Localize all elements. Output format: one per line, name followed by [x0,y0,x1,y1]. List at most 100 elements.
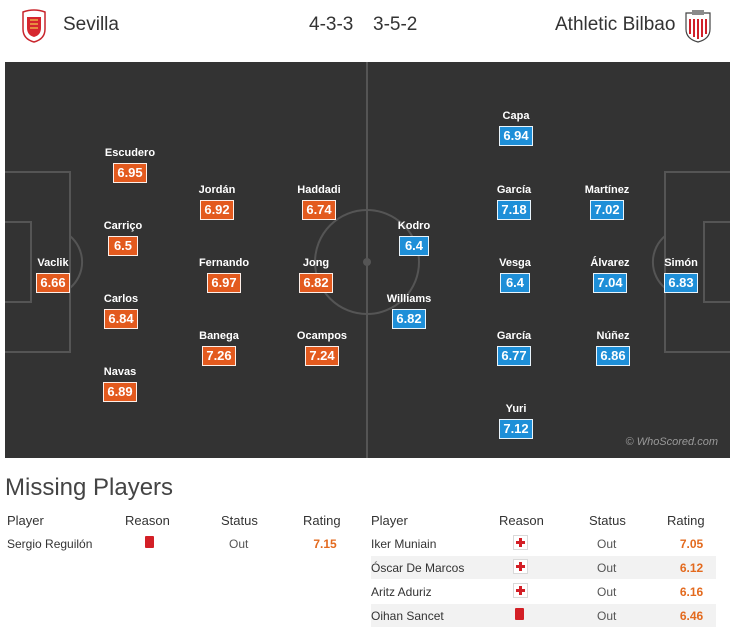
column-header-rating: Rating [667,512,705,528]
player-rating: 6.4 [500,273,530,293]
away-formation: 3-5-2 [373,14,418,35]
status: Out [221,532,303,556]
away-player[interactable]: García 7.18 [479,184,549,220]
player-name: Williams [386,293,432,305]
player-name[interactable]: Sergio Reguilón [7,532,125,556]
home-player[interactable]: Navas 6.89 [85,366,155,402]
table-row: Iker Muniain Out 7.05 [371,532,716,556]
player-name[interactable]: Aritz Aduriz [371,579,499,604]
column-header-status: Status [221,512,258,528]
home-formation: 4-3-3 [309,14,354,35]
table-row: Oihan Sancet Out 6.46 [371,603,716,628]
status: Out [589,579,667,604]
player-rating: 7.18 [497,200,531,220]
player-rating: 6.5 [108,236,138,256]
injury-icon [513,558,528,574]
table-row: Sergio Reguilón Out 7.15 [7,532,347,556]
column-header-player: Player [371,512,408,528]
red-card-icon [515,608,524,620]
away-player[interactable]: Kodro 6.4 [379,220,449,256]
player-name: García [496,184,532,196]
status: Out [589,532,667,556]
rating: 6.16 [667,579,716,604]
player-rating: 6.82 [299,273,333,293]
home-player[interactable]: Escudero 6.95 [95,147,165,183]
pitch-markings [5,62,730,458]
player-rating: 6.92 [200,200,234,220]
player-name: Núñez [596,330,630,342]
away-player[interactable]: Simón 6.83 [646,257,716,293]
player-name: Yuri [505,403,527,415]
player-rating: 6.94 [499,126,533,146]
player-rating: 7.02 [590,200,624,220]
player-name: García [496,330,532,342]
status: Out [589,555,667,580]
home-player[interactable]: Jordán 6.92 [182,184,252,220]
watermark: © WhoScored.com [625,436,718,448]
player-name[interactable]: Oihan Sancet [371,603,499,628]
status: Out [589,603,667,628]
player-rating: 6.83 [664,273,698,293]
column-header-status: Status [589,512,626,528]
player-name: Navas [103,366,137,378]
away-team-name[interactable]: Athletic Bilbao [555,14,676,35]
away-player[interactable]: Martínez 7.02 [572,184,642,220]
away-player[interactable]: Yuri 7.12 [481,403,551,439]
player-rating: 6.82 [392,309,426,329]
player-name: Carlos [103,293,139,305]
home-player[interactable]: Vaclik 6.66 [18,257,88,293]
player-rating: 6.95 [113,163,147,183]
rating: 6.46 [667,603,716,628]
player-name: Vesga [499,257,531,269]
player-name: Jordán [198,184,236,196]
away-player[interactable]: Williams 6.82 [374,293,444,329]
player-rating: 7.26 [202,346,236,366]
missing-players-title: Missing Players [5,474,174,501]
away-player[interactable]: García 6.77 [479,330,549,366]
column-header-reason: Reason [499,512,544,528]
home-team-name[interactable]: Sevilla [63,14,119,35]
home-player[interactable]: Fernando 6.97 [189,257,259,293]
home-player[interactable]: Carlos 6.84 [86,293,156,329]
pitch: Vaclik 6.66 Escudero 6.95 Carriço 6.5 Ca… [5,62,730,458]
away-player[interactable]: Núñez 6.86 [578,330,648,366]
home-player[interactable]: Jong 6.82 [281,257,351,293]
player-name[interactable]: Iker Muniain [371,532,499,556]
player-name: Martínez [584,184,630,196]
home-player[interactable]: Ocampos 7.24 [287,330,357,366]
rating: 6.12 [667,555,716,580]
red-card-icon [145,536,154,548]
player-rating: 6.77 [497,346,531,366]
table-row: Aritz Aduriz Out 6.16 [371,579,716,604]
player-name: Simón [664,257,698,269]
away-player[interactable]: Capa 6.94 [481,110,551,146]
home-player[interactable]: Banega 7.26 [184,330,254,366]
player-rating: 6.74 [302,200,336,220]
player-name[interactable]: Óscar De Marcos [371,555,499,580]
player-name: Kodro [397,220,431,232]
player-name: Ocampos [296,330,348,342]
player-rating: 7.12 [499,419,533,439]
player-name: Vaclik [37,257,69,269]
player-name: Escudero [104,147,156,159]
player-rating: 6.89 [103,382,137,402]
player-name: Banega [199,330,239,342]
player-rating: 6.86 [596,346,630,366]
table-header: Player Reason Status Rating [7,508,347,532]
player-rating: 7.04 [593,273,627,293]
player-rating: 6.97 [207,273,241,293]
away-player[interactable]: Vesga 6.4 [480,257,550,293]
sevilla-crest-icon [22,9,46,43]
home-player[interactable]: Carriço 6.5 [88,220,158,256]
table-row: Óscar De Marcos Out 6.12 [371,555,716,580]
player-name: Capa [502,110,530,122]
injury-icon [513,534,528,550]
player-name: Haddadi [297,184,341,196]
rating: 7.15 [303,532,347,556]
player-name: Álvarez [590,257,630,269]
away-missing-table: Player Reason Status Rating Iker Muniain… [371,508,716,628]
column-header-reason: Reason [125,512,170,528]
home-player[interactable]: Haddadi 6.74 [284,184,354,220]
away-player[interactable]: Álvarez 7.04 [575,257,645,293]
match-header: Sevilla 4-3-3 3-5-2 Athletic Bilbao [0,0,730,56]
